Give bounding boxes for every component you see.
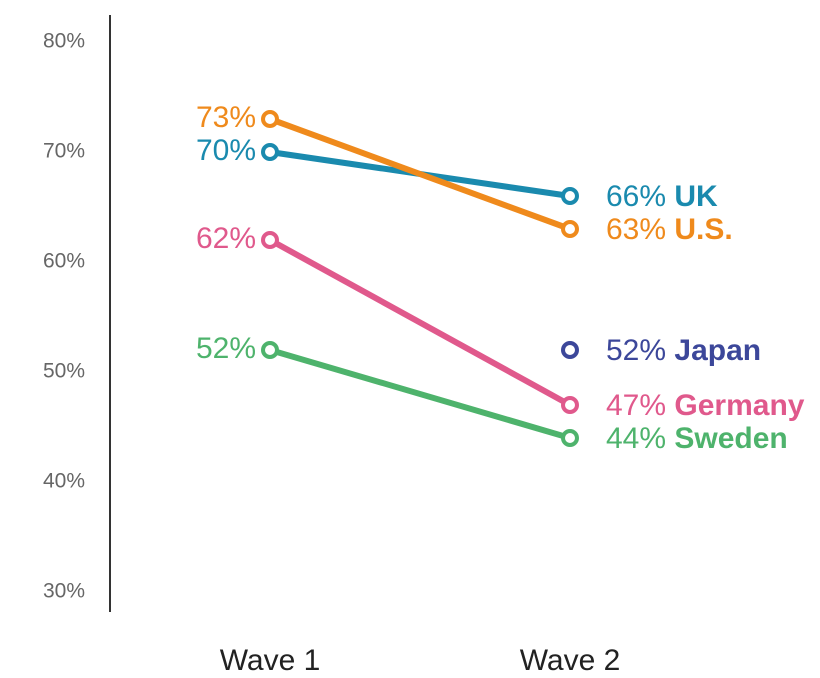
point-marker <box>561 220 579 238</box>
value-label: 47% <box>606 389 666 422</box>
x-tick-label: Wave 2 <box>520 644 621 677</box>
point-marker <box>261 231 279 249</box>
y-tick-label: 30% <box>43 580 85 603</box>
value-label: 66% <box>606 180 666 213</box>
value-label: 63% <box>606 213 666 246</box>
value-label: 44% <box>606 422 666 455</box>
value-label-group: 44% Sweden <box>606 422 788 455</box>
value-label-group: 47% Germany <box>606 389 805 422</box>
y-tick-label: 60% <box>43 250 85 273</box>
x-tick-label: Wave 1 <box>220 644 321 677</box>
value-label-group: 66% UK <box>606 180 718 213</box>
point-marker <box>561 341 579 359</box>
value-label: 52% <box>196 332 256 365</box>
series-name: Sweden <box>674 422 787 455</box>
y-tick-label: 70% <box>43 140 85 163</box>
series-line <box>268 237 572 408</box>
point-marker <box>261 341 279 359</box>
value-label: 62% <box>196 222 256 255</box>
point-marker <box>261 143 279 161</box>
series-name: Germany <box>674 389 804 422</box>
value-label: 52% <box>606 334 666 367</box>
series-line <box>268 116 572 232</box>
value-label-group: 52% Japan <box>606 334 761 367</box>
value-label: 73% <box>196 101 256 134</box>
series-line <box>269 347 571 441</box>
y-tick-label: 40% <box>43 470 85 493</box>
series-name: U.S. <box>674 213 732 246</box>
point-marker <box>561 396 579 414</box>
point-marker <box>261 110 279 128</box>
value-label-group: 63% U.S. <box>606 213 733 246</box>
y-tick-label: 50% <box>43 360 85 383</box>
point-marker <box>561 187 579 205</box>
value-label: 70% <box>196 134 256 167</box>
point-marker <box>561 429 579 447</box>
y-tick-label: 80% <box>43 30 85 53</box>
series-name: UK <box>674 180 718 213</box>
series-name: Japan <box>674 334 761 367</box>
